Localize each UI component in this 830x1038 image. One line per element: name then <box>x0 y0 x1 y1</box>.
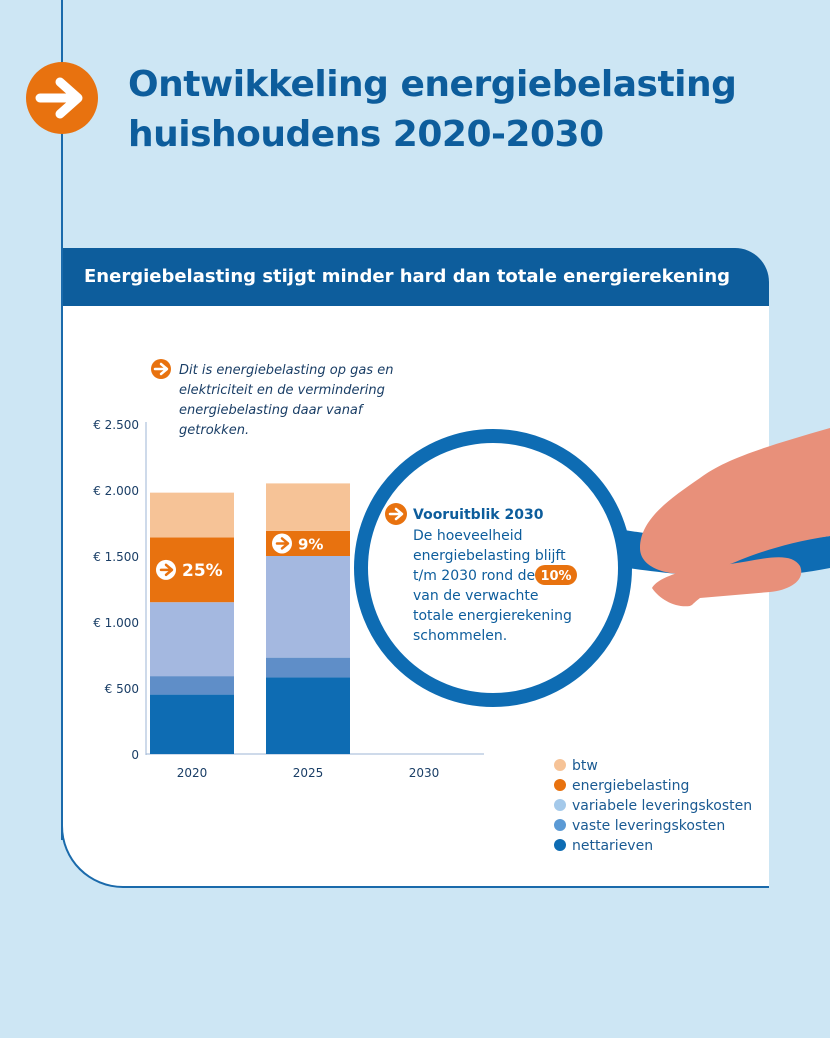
note-line-4: getrokken. <box>179 423 249 438</box>
x-tick-label: 2020 <box>177 766 208 780</box>
note-line-2: elektriciteit en de vermindering <box>179 383 385 398</box>
outlook-line-1: De hoeveelheid <box>413 528 523 544</box>
bar-segment <box>266 556 350 658</box>
bar-segment <box>266 677 350 754</box>
bar-annotation: 9% <box>272 533 323 554</box>
note-line-1: Dit is energiebelasting op gas en <box>179 363 393 378</box>
x-tick-label: 2025 <box>293 766 324 780</box>
legend-swatch <box>554 759 566 771</box>
chart-note: Dit is energiebelasting op gas en elektr… <box>151 359 393 438</box>
legend-label: energiebelasting <box>572 778 689 794</box>
legend-label: variabele leveringskosten <box>572 798 752 814</box>
bar-segment <box>150 694 234 754</box>
x-tick-label: 2030 <box>409 766 440 780</box>
outlook-line-2: energiebelasting blijft <box>413 548 566 564</box>
legend-label: nettarieven <box>572 838 653 854</box>
annotation-label: 9% <box>298 535 323 553</box>
y-tick-label: € 1.000 <box>93 616 139 630</box>
legend-label: vaste leveringskosten <box>572 818 725 834</box>
annotation-label: 25% <box>182 561 223 581</box>
y-tick-label: € 500 <box>105 682 139 696</box>
legend-label: btw <box>572 758 598 774</box>
y-tick-label: € 2.500 <box>93 418 139 432</box>
outlook-line-4: van de verwachte <box>413 588 539 604</box>
page-title: Ontwikkeling energiebelasting huishouden… <box>128 60 808 160</box>
bar-annotation: 25% <box>156 559 223 581</box>
legend-swatch <box>554 839 566 851</box>
arrow-right-icon <box>26 62 98 134</box>
page-title-line-1: Ontwikkeling energiebelasting <box>128 64 737 105</box>
legend-swatch <box>554 819 566 831</box>
outlook-highlight: 10% <box>540 569 571 584</box>
outlook-line-5: totale energierekening <box>413 608 572 624</box>
bar-segment <box>150 602 234 677</box>
chart-legend: btw energiebelasting variabele leveringsko… <box>554 758 752 854</box>
outlook-title: Vooruitblik 2030 <box>413 507 544 523</box>
bar-segment <box>150 676 234 695</box>
y-tick-label: 0 <box>131 748 139 762</box>
legend-swatch <box>554 779 566 791</box>
outlook-line-3: t/m 2030 rond de <box>413 568 535 584</box>
y-tick-label: € 1.500 <box>93 550 139 564</box>
bar-segment <box>266 657 350 678</box>
outlook-callout: Vooruitblik 2030 De hoeveelheid energieb… <box>385 503 577 644</box>
y-tick-label: € 2.000 <box>93 484 139 498</box>
note-line-3: energiebelasting daar vanaf <box>179 403 365 418</box>
chart-banner: Energiebelasting stijgt minder hard dan … <box>63 248 769 306</box>
outlook-highlight-badge <box>535 565 577 585</box>
outlook-line-6: schommelen. <box>413 628 507 644</box>
magnifying-glass-icon <box>354 428 830 707</box>
bar-segment <box>266 483 350 531</box>
page-title-line-2: huishoudens 2020-2030 <box>128 114 604 155</box>
legend-swatch <box>554 799 566 811</box>
bar-segment <box>150 492 234 538</box>
